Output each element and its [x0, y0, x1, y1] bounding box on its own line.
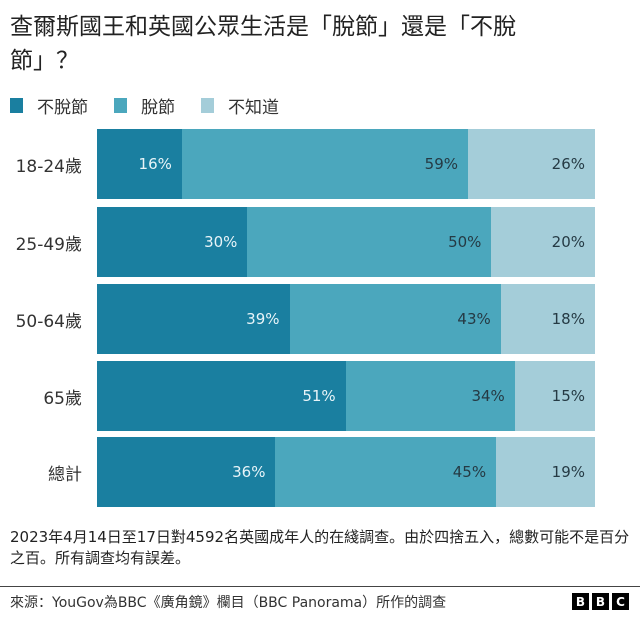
stacked-bar: 51% 34% 15%: [97, 361, 596, 431]
segment-not-out-of-touch: 39%: [97, 284, 290, 354]
bbc-logo-block: B: [592, 593, 609, 610]
legend-label: 不脫節: [37, 97, 88, 118]
legend-swatch-out-of-touch: [114, 97, 127, 113]
bar-row-total: 總計 36% 45% 19%: [0, 437, 640, 507]
footnote: 2023年4月14日至17日對4592名英國成年人的在綫調查。由於四捨五入，總數…: [10, 528, 630, 567]
row-label: 50-64歲: [15, 311, 82, 332]
legend-label: 脫節: [141, 97, 175, 118]
bbc-logo-block: C: [612, 593, 629, 610]
bar-row-50-64: 50-64歲 39% 43% 18%: [0, 284, 640, 354]
segment-out-of-touch: 43%: [289, 284, 501, 354]
segment-not-out-of-touch: 51%: [97, 361, 346, 431]
bbc-logo-block: B: [572, 593, 589, 610]
segment-dont-know: 18%: [500, 284, 595, 354]
bbc-logo: B B C: [572, 593, 632, 610]
segment-dont-know: 19%: [496, 437, 595, 507]
footer-divider: [0, 586, 640, 587]
row-label: 18-24歲: [15, 156, 82, 177]
segment-dont-know: 15%: [514, 361, 596, 431]
segment-not-out-of-touch: 30%: [97, 207, 248, 277]
bar-row-25-49: 25-49歲 30% 50% 20%: [0, 207, 640, 277]
stacked-bar: 36% 45% 19%: [97, 437, 595, 507]
segment-out-of-touch: 59%: [181, 129, 468, 199]
legend-swatch-dont-know: [201, 97, 214, 113]
legend-label: 不知道: [228, 97, 279, 118]
stacked-bar: 30% 50% 20%: [97, 207, 595, 277]
segment-dont-know: 26%: [468, 129, 595, 199]
bar-row-65: 65歲 51% 34% 15%: [0, 361, 640, 431]
segment-out-of-touch: 34%: [345, 361, 515, 431]
legend-item-out-of-touch: 脫節: [114, 93, 175, 118]
stacked-bar: 16% 59% 26%: [97, 129, 595, 199]
row-label: 25-49歲: [15, 234, 82, 255]
stacked-bar: 39% 43% 18%: [97, 284, 595, 354]
legend-item-dont-know: 不知道: [201, 93, 279, 118]
row-label: 總計: [48, 464, 82, 485]
row-label: 65歲: [43, 388, 82, 409]
source-credit: 來源：YouGov為BBC《廣角鏡》欄目（BBC Panorama）所作的調查: [10, 595, 447, 611]
chart-title: 查爾斯國王和英國公眾生活是「脫節」還是「不脫節」？: [10, 14, 516, 74]
segment-dont-know: 20%: [491, 207, 595, 277]
segment-not-out-of-touch: 36%: [97, 437, 276, 507]
legend-swatch-not-out-of-touch: [10, 97, 23, 113]
legend: 不脫節 脫節 不知道: [10, 93, 305, 118]
bar-row-18-24: 18-24歲 16% 59% 26%: [0, 129, 640, 199]
legend-item-not-out-of-touch: 不脫節: [10, 93, 88, 118]
segment-not-out-of-touch: 16%: [97, 129, 182, 199]
segment-out-of-touch: 50%: [247, 207, 492, 277]
segment-out-of-touch: 45%: [275, 437, 497, 507]
